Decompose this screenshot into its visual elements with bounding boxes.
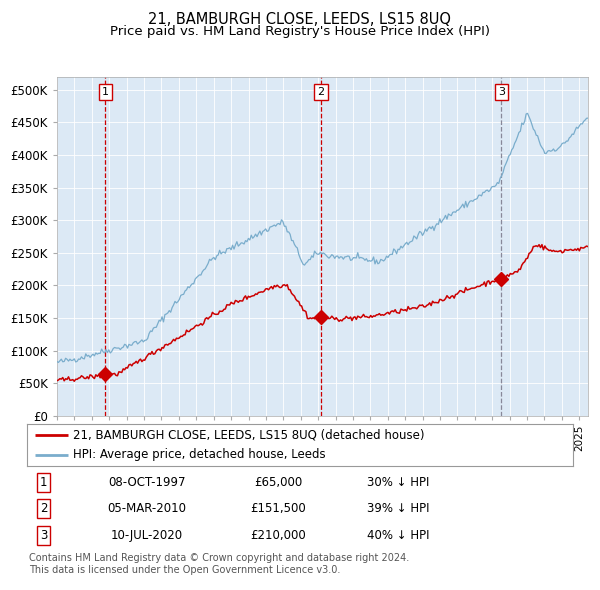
Text: £65,000: £65,000 xyxy=(254,476,302,489)
Text: £210,000: £210,000 xyxy=(250,529,306,542)
Text: 40% ↓ HPI: 40% ↓ HPI xyxy=(367,529,430,542)
Text: 1: 1 xyxy=(102,87,109,97)
Text: Price paid vs. HM Land Registry's House Price Index (HPI): Price paid vs. HM Land Registry's House … xyxy=(110,25,490,38)
Text: 08-OCT-1997: 08-OCT-1997 xyxy=(109,476,186,489)
Text: 21, BAMBURGH CLOSE, LEEDS, LS15 8UQ: 21, BAMBURGH CLOSE, LEEDS, LS15 8UQ xyxy=(149,12,452,27)
Text: 21, BAMBURGH CLOSE, LEEDS, LS15 8UQ (detached house): 21, BAMBURGH CLOSE, LEEDS, LS15 8UQ (det… xyxy=(73,428,425,441)
Text: £151,500: £151,500 xyxy=(250,502,306,516)
Text: 2: 2 xyxy=(317,87,325,97)
Text: 39% ↓ HPI: 39% ↓ HPI xyxy=(367,502,430,516)
Text: 10-JUL-2020: 10-JUL-2020 xyxy=(111,529,183,542)
Text: 05-MAR-2010: 05-MAR-2010 xyxy=(107,502,187,516)
Text: 3: 3 xyxy=(40,529,47,542)
Text: 2: 2 xyxy=(40,502,47,516)
Text: 1: 1 xyxy=(40,476,47,489)
Text: HPI: Average price, detached house, Leeds: HPI: Average price, detached house, Leed… xyxy=(73,448,326,461)
Text: 3: 3 xyxy=(498,87,505,97)
Text: 30% ↓ HPI: 30% ↓ HPI xyxy=(367,476,430,489)
Text: Contains HM Land Registry data © Crown copyright and database right 2024.
This d: Contains HM Land Registry data © Crown c… xyxy=(29,553,409,575)
